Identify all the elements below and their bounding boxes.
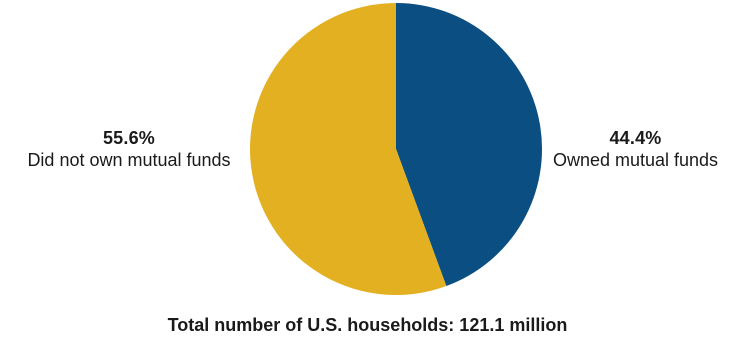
pie-slice-owned-mutual-funds <box>396 2 543 287</box>
chart-footnote: Total number of U.S. households: 121.1 m… <box>167 315 568 335</box>
slice-percent-owned: 44.4% <box>609 128 662 148</box>
slice-label-owned: 44.4% Owned mutual funds <box>536 128 735 171</box>
slice-percent-did-not-own: 55.6% <box>102 128 156 148</box>
slice-label-did-not-own: 55.6% Did not own mutual funds <box>0 128 258 171</box>
pie-slice-did-not-own-mutual-funds <box>250 3 447 295</box>
slice-name-owned: Owned mutual funds <box>552 150 719 170</box>
slice-name-did-not-own: Did not own mutual funds <box>27 150 231 170</box>
